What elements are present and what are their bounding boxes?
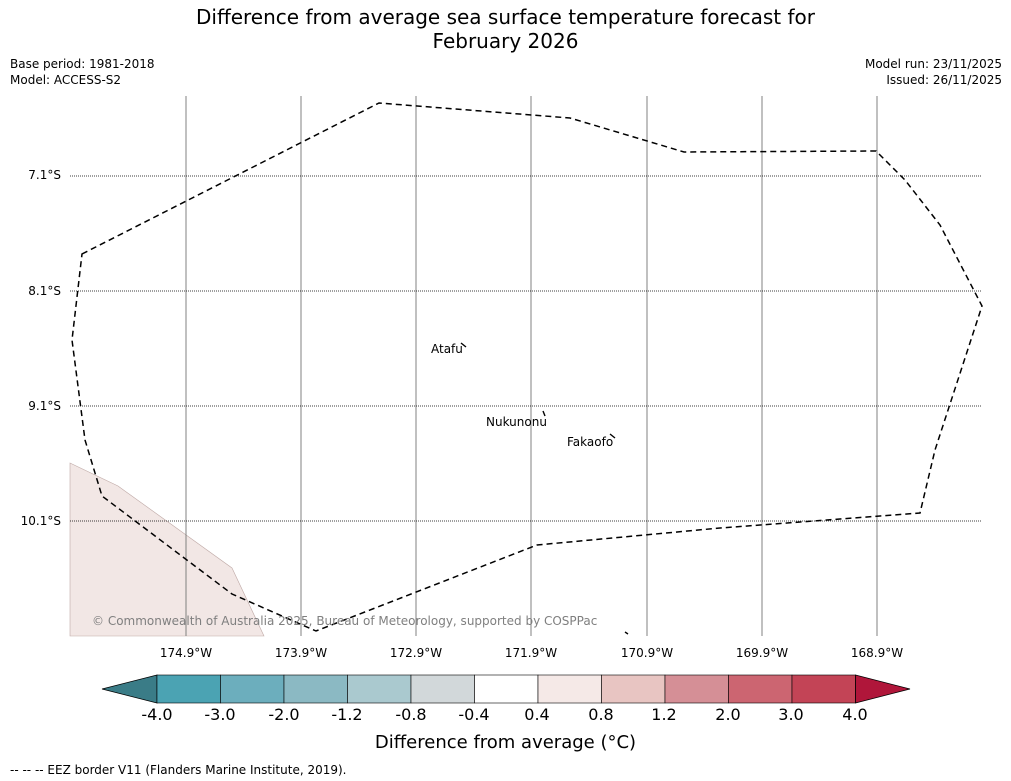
lon-label-173-9w: 173.9°W [274, 646, 328, 660]
small-islet-icon [624, 631, 629, 635]
colorbar-tick: -4.0 [141, 705, 173, 724]
latitude-gridlines [70, 175, 982, 522]
colorbar-segment [728, 674, 793, 704]
colorbar-segment [664, 674, 729, 704]
colorbar-segment [537, 674, 602, 704]
colorbar-tick: 1.2 [651, 705, 677, 724]
colorbar-tick: 3.0 [778, 705, 804, 724]
map-title: Difference from average sea surface temp… [0, 5, 1011, 53]
eez-legend-footnote: -- -- -- EEZ border V11 (Flanders Marine… [10, 763, 347, 777]
colorbar-tick: -3.0 [204, 705, 236, 724]
copyright-notice: © Commonwealth of Australia 2025, Bureau… [92, 614, 598, 628]
island-shapes [460, 342, 629, 635]
colorbar-tick: -1.2 [331, 705, 363, 724]
title-line-1: Difference from average sea surface temp… [195, 5, 815, 29]
island-label-nukunonu: Nukunonu [486, 415, 547, 429]
eez-border [71, 102, 983, 632]
island-label-atafu: Atafu [431, 342, 463, 356]
colorbar-segment [156, 674, 221, 704]
colorbar-segment [347, 674, 412, 704]
colorbar [101, 674, 911, 704]
colorbar-segment [791, 674, 856, 704]
sst-anomaly-fill [69, 462, 265, 637]
colorbar-tick: -0.8 [395, 705, 427, 724]
colorbar-tick: -2.0 [268, 705, 300, 724]
model-name: Model: ACCESS-S2 [10, 73, 122, 87]
atafu-island-icon [460, 342, 467, 348]
meta-right: Model run: 23/11/2025 Issued: 26/11/2025 [865, 56, 1002, 88]
colorbar-segment [220, 674, 285, 704]
lon-label-170-9w: 170.9°W [620, 646, 674, 660]
lon-label-174-9w: 174.9°W [159, 646, 213, 660]
lon-label-168-9w: 168.9°W [850, 646, 904, 660]
colorbar-extend-high [855, 674, 911, 704]
base-period: Base period: 1981-2018 [10, 57, 155, 71]
colorbar-tick: -0.4 [458, 705, 490, 724]
lat-label-7-1s: 7.1°S [28, 168, 61, 182]
colorbar-segment [283, 674, 348, 704]
issued-date: Issued: 26/11/2025 [886, 73, 1002, 87]
colorbar-title: Difference from average (°C) [374, 732, 637, 753]
island-label-fakaofo: Fakaofo [567, 435, 614, 449]
fakaofo-island-icon [609, 433, 616, 439]
meta-left: Base period: 1981-2018 Model: ACCESS-S2 [10, 56, 155, 88]
longitude-gridlines [185, 96, 878, 636]
lat-label-8-1s: 8.1°S [28, 284, 61, 298]
colorbar-tick: 0.4 [524, 705, 550, 724]
lat-label-9-1s: 9.1°S [28, 399, 61, 413]
colorbar-segment [474, 674, 539, 704]
colorbar-extend-low [101, 674, 158, 704]
colorbar-tick: 4.0 [842, 705, 868, 724]
model-run: Model run: 23/11/2025 [864, 57, 1002, 71]
colorbar-tick: 0.8 [588, 705, 614, 724]
colorbar-segment [410, 674, 475, 704]
lon-label-169-9w: 169.9°W [735, 646, 789, 660]
colorbar-segment [601, 674, 666, 704]
nukunonu-island-icon [542, 410, 546, 417]
title-line-2: February 2026 [432, 29, 579, 53]
lat-label-10-1s: 10.1°S [20, 514, 61, 528]
lon-label-172-9w: 172.9°W [389, 646, 443, 660]
lon-label-171-9w: 171.9°W [504, 646, 558, 660]
colorbar-tick: 2.0 [715, 705, 741, 724]
